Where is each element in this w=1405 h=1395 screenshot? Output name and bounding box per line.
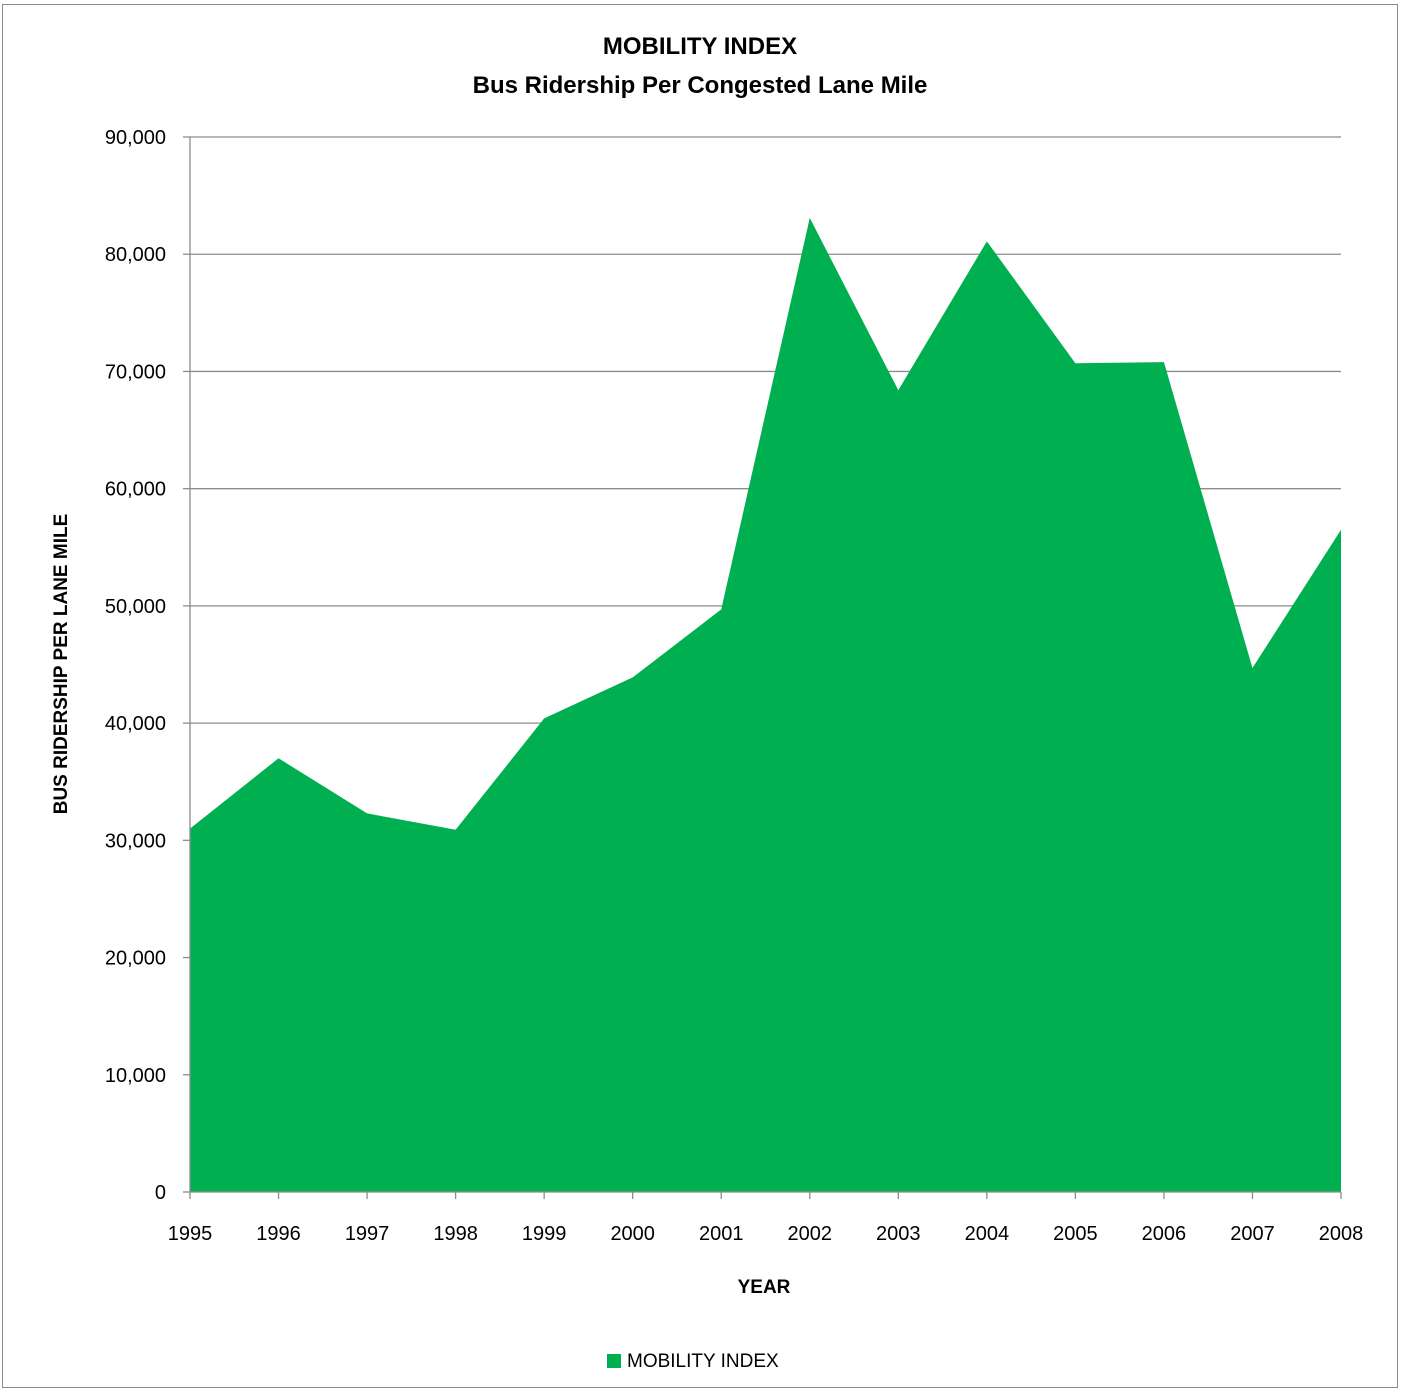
y-tick-label: 20,000 — [105, 948, 166, 970]
x-tick-label: 2006 — [1142, 1223, 1187, 1245]
x-tick-label: 2007 — [1230, 1223, 1275, 1245]
y-tick-label: 80,000 — [105, 244, 166, 266]
y-tick-label: 70,000 — [105, 361, 166, 383]
x-tick-label: 2004 — [965, 1223, 1010, 1245]
y-tick-label: 10,000 — [105, 1065, 166, 1087]
x-tick-label: 1996 — [256, 1223, 301, 1245]
y-tick-label: 0 — [155, 1182, 166, 1204]
x-tick-label: 2008 — [1319, 1223, 1364, 1245]
y-tick-label: 40,000 — [105, 713, 166, 735]
x-tick-label: 2005 — [1053, 1223, 1098, 1245]
legend: MOBILITY INDEX — [607, 1351, 779, 1372]
chart-title: MOBILITY INDEX — [603, 33, 797, 60]
legend-label: MOBILITY INDEX — [627, 1351, 779, 1372]
x-axis-title: YEAR — [738, 1277, 791, 1298]
axes — [183, 136, 1342, 1199]
y-tick-labels: 0 10,000 20,000 30,000 40,000 50,000 60,000 70,… — [105, 127, 166, 1204]
x-tick-label: 1995 — [168, 1223, 213, 1245]
x-tick-label: 2002 — [788, 1223, 833, 1245]
area-series-0 — [190, 217, 1341, 1193]
y-tick-label: 90,000 — [105, 127, 166, 149]
y-tick-label: 50,000 — [105, 596, 166, 618]
x-tick-label: 2003 — [876, 1223, 921, 1245]
y-axis-title: BUS RIDERSHIP PER LANE MILE — [51, 514, 72, 815]
x-tick-label: 1998 — [433, 1223, 478, 1245]
x-tick-label: 2001 — [699, 1223, 744, 1245]
area-layer — [189, 217, 1342, 1193]
y-tick-label: 60,000 — [105, 479, 166, 501]
x-tick-labels: 1995 1996 1997 1998 1999 2000 2001 2002 2003 2004… — [168, 1223, 1364, 1245]
y-tick-label: 30,000 — [105, 830, 166, 852]
legend-swatch — [607, 1354, 621, 1368]
x-tick-label: 2000 — [610, 1223, 655, 1245]
x-tick-label: 1999 — [522, 1223, 567, 1245]
x-tick-label: 1997 — [345, 1223, 390, 1245]
chart-subtitle: Bus Ridership Per Congested Lane Mile — [473, 72, 928, 99]
